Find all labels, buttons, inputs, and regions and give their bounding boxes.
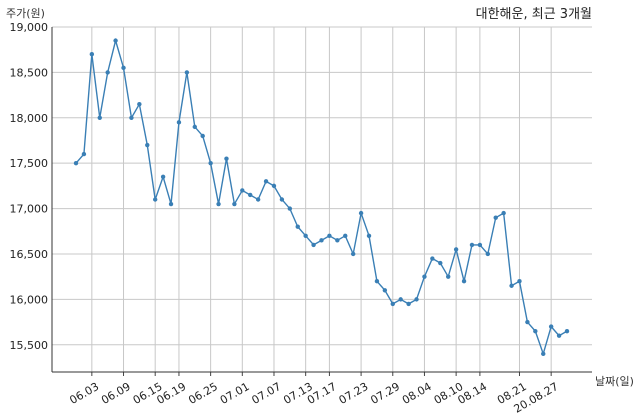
data-point xyxy=(382,288,388,293)
y-tick-label: 16,000 xyxy=(10,293,49,306)
data-point xyxy=(279,197,285,202)
data-point xyxy=(422,274,427,279)
data-point xyxy=(255,197,261,202)
y-tick-label: 19,000 xyxy=(10,21,49,34)
x-tick-labels: 06.0306.0906.1506.1906.2507.0107.0707.13… xyxy=(67,380,560,414)
data-point xyxy=(216,201,221,207)
data-point xyxy=(145,142,150,148)
data-point xyxy=(303,233,308,239)
y-tick-labels: 15,500 16,000 16,500 17,000 17,500 18,000 18,5… xyxy=(10,21,49,352)
y-tick-label: 18,000 xyxy=(10,112,49,125)
data-point xyxy=(493,215,498,220)
y-tick-label: 15,500 xyxy=(10,339,49,352)
data-point xyxy=(335,238,340,243)
price-points xyxy=(73,38,570,357)
data-point xyxy=(137,101,142,107)
data-point xyxy=(501,210,506,216)
data-point xyxy=(461,279,467,284)
x-axis-label: 날짜(일) xyxy=(595,374,634,388)
data-point xyxy=(430,256,435,261)
data-point xyxy=(113,38,118,43)
data-point xyxy=(311,242,316,248)
grid-lines xyxy=(52,26,592,372)
data-point xyxy=(446,274,451,279)
data-point xyxy=(184,70,190,75)
data-point xyxy=(89,52,95,57)
data-point xyxy=(564,328,570,334)
data-point xyxy=(224,156,229,161)
data-point xyxy=(469,242,475,248)
data-point xyxy=(271,183,277,189)
data-point xyxy=(358,210,364,216)
x-tick-label: 07.23 xyxy=(337,380,371,407)
chart-title: 대한해운, 최근 3개월 xyxy=(476,7,592,22)
data-point xyxy=(477,242,483,248)
price-series xyxy=(75,37,568,357)
data-point xyxy=(350,251,356,257)
data-point xyxy=(327,233,332,239)
series-line xyxy=(75,37,568,357)
data-point xyxy=(129,115,134,120)
data-point xyxy=(485,251,491,257)
data-point xyxy=(453,247,459,252)
data-point xyxy=(517,279,522,284)
data-point xyxy=(548,324,554,329)
data-point xyxy=(366,233,372,239)
y-tick-label: 16,500 xyxy=(10,248,49,261)
x-tick-label: 07.07 xyxy=(250,380,284,407)
data-point xyxy=(343,233,348,239)
x-tick-label: 07.01 xyxy=(218,380,252,407)
data-point xyxy=(374,279,380,284)
data-point xyxy=(97,115,102,120)
data-point xyxy=(240,188,245,193)
data-point xyxy=(541,351,546,357)
x-tick-label: 07.29 xyxy=(368,380,402,407)
data-point xyxy=(398,297,403,302)
y-axis-label: 주가(원) xyxy=(6,7,45,20)
y-tick-label: 17,500 xyxy=(10,157,49,170)
data-point xyxy=(176,120,182,125)
data-point xyxy=(232,201,237,207)
y-tick-label: 18,500 xyxy=(10,66,49,79)
data-point xyxy=(121,65,126,71)
data-point xyxy=(192,124,197,130)
data-point xyxy=(263,179,269,184)
data-point xyxy=(406,301,411,307)
data-point xyxy=(509,283,514,288)
data-point xyxy=(200,133,205,139)
data-point xyxy=(168,201,174,207)
data-point xyxy=(73,160,79,166)
x-tick-label: 06.03 xyxy=(67,380,101,407)
data-point xyxy=(525,319,530,325)
data-point xyxy=(105,70,110,75)
data-point xyxy=(390,301,395,307)
y-tick-label: 17,000 xyxy=(10,203,49,216)
data-point xyxy=(438,260,443,266)
data-point xyxy=(287,206,293,211)
x-tick-label: 08.04 xyxy=(400,380,434,407)
data-point xyxy=(556,333,562,338)
data-point xyxy=(295,224,300,229)
data-point xyxy=(533,328,538,334)
data-point xyxy=(81,151,87,157)
data-point xyxy=(248,192,253,198)
data-point xyxy=(319,238,324,243)
x-tick-label: 06.09 xyxy=(99,380,133,407)
data-point xyxy=(160,174,166,180)
x-tick-label: 06.25 xyxy=(186,380,220,407)
data-point xyxy=(208,160,213,166)
axes xyxy=(51,27,592,376)
data-point xyxy=(414,297,419,302)
data-point xyxy=(152,197,158,202)
